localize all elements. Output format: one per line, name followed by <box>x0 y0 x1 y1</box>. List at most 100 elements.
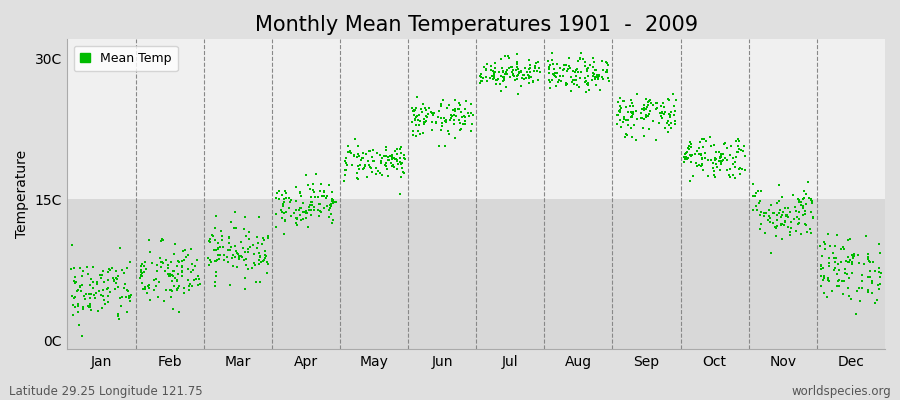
Mean Temp <box>464 110 479 116</box>
Mean Temp <box>578 75 592 81</box>
Mean Temp <box>831 277 845 284</box>
Mean Temp <box>566 77 580 83</box>
Mean Temp <box>354 157 368 164</box>
Mean Temp <box>508 67 523 73</box>
Mean Temp <box>478 74 492 80</box>
Mean Temp <box>434 103 448 110</box>
Mean Temp <box>599 59 614 65</box>
Mean Temp <box>872 286 886 292</box>
Mean Temp <box>778 213 793 219</box>
Mean Temp <box>444 115 458 122</box>
Mean Temp <box>207 279 221 285</box>
Mean Temp <box>791 220 806 227</box>
Mean Temp <box>184 283 199 290</box>
Mean Temp <box>293 216 308 223</box>
Mean Temp <box>171 258 185 264</box>
Mean Temp <box>325 220 339 226</box>
Mean Temp <box>451 106 465 112</box>
Mean Temp <box>799 222 814 228</box>
Mean Temp <box>346 152 361 159</box>
Mean Temp <box>390 146 404 152</box>
Mean Temp <box>384 152 399 159</box>
Mean Temp <box>177 290 192 296</box>
Mean Temp <box>610 120 625 127</box>
Mean Temp <box>568 69 582 76</box>
Mean Temp <box>166 273 180 280</box>
Mean Temp <box>428 118 443 125</box>
Mean Temp <box>714 158 728 165</box>
Mean Temp <box>341 149 356 155</box>
Mean Temp <box>303 186 318 193</box>
Mean Temp <box>407 106 421 113</box>
Mean Temp <box>247 242 261 248</box>
Mean Temp <box>357 162 372 168</box>
Mean Temp <box>243 244 257 251</box>
Mean Temp <box>733 171 747 177</box>
Mean Temp <box>664 120 679 126</box>
Mean Temp <box>170 287 184 293</box>
Mean Temp <box>506 67 520 73</box>
Mean Temp <box>138 259 152 266</box>
Mean Temp <box>794 199 808 205</box>
Mean Temp <box>541 70 555 77</box>
Mean Temp <box>531 59 545 66</box>
Mean Temp <box>554 72 568 79</box>
Mean Temp <box>350 151 365 157</box>
Mean Temp <box>419 107 434 113</box>
Mean Temp <box>453 127 467 133</box>
Mean Temp <box>519 68 534 75</box>
Mean Temp <box>757 210 771 216</box>
Mean Temp <box>229 242 243 249</box>
Mean Temp <box>845 252 859 258</box>
Mean Temp <box>356 154 370 161</box>
Mean Temp <box>474 71 489 77</box>
Mean Temp <box>817 273 832 280</box>
Mean Temp <box>573 54 588 61</box>
Mean Temp <box>152 254 166 261</box>
Mean Temp <box>156 260 170 266</box>
Mean Temp <box>726 172 741 178</box>
Mean Temp <box>649 136 663 143</box>
Mean Temp <box>816 265 831 271</box>
Mean Temp <box>74 288 88 294</box>
Mean Temp <box>561 66 575 72</box>
Mean Temp <box>552 79 566 85</box>
Mean Temp <box>567 77 581 84</box>
Mean Temp <box>803 226 817 233</box>
Mean Temp <box>341 143 356 150</box>
Mean Temp <box>814 253 829 259</box>
Mean Temp <box>472 73 487 80</box>
Mean Temp <box>270 190 284 196</box>
Mean Temp <box>775 212 789 218</box>
Mean Temp <box>238 233 253 239</box>
Mean Temp <box>396 169 410 175</box>
Mean Temp <box>447 120 462 127</box>
Mean Temp <box>95 287 110 293</box>
Mean Temp <box>658 125 672 131</box>
Mean Temp <box>154 259 168 266</box>
Mean Temp <box>307 204 321 210</box>
Mean Temp <box>350 163 365 170</box>
Mean Temp <box>590 72 604 78</box>
Mean Temp <box>678 156 692 162</box>
Mean Temp <box>179 253 194 260</box>
Mean Temp <box>134 263 148 269</box>
Mean Temp <box>374 154 389 161</box>
Mean Temp <box>800 229 814 235</box>
Mean Temp <box>689 163 704 169</box>
Mean Temp <box>258 253 273 260</box>
Mean Temp <box>590 74 604 80</box>
Mean Temp <box>677 159 691 165</box>
Mean Temp <box>820 293 834 300</box>
Mean Temp <box>301 182 315 188</box>
Mean Temp <box>369 171 383 177</box>
Mean Temp <box>556 62 571 68</box>
Mean Temp <box>842 258 856 265</box>
Mean Temp <box>256 234 270 241</box>
Mean Temp <box>783 209 797 215</box>
Mean Temp <box>408 116 422 123</box>
Mean Temp <box>846 254 860 260</box>
Mean Temp <box>135 261 149 268</box>
Mean Temp <box>355 155 369 162</box>
Mean Temp <box>378 163 392 170</box>
